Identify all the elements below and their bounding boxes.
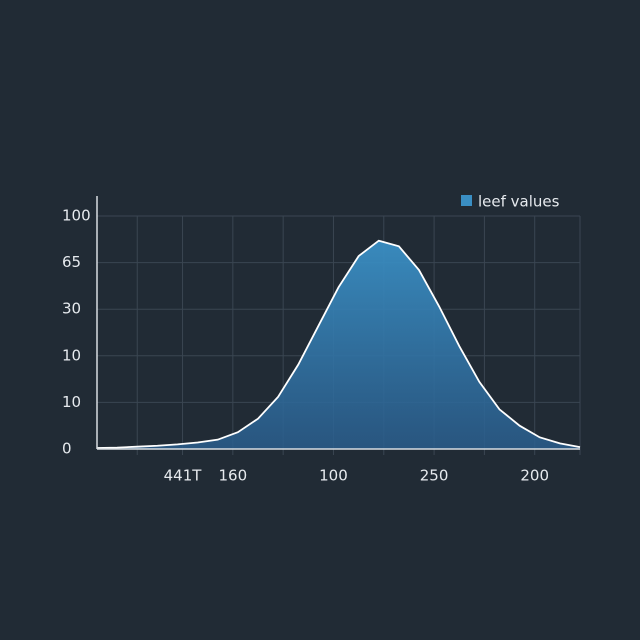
area (97, 240, 580, 449)
y-tick-label: 100 (62, 207, 91, 225)
x-tick-label: 100 (319, 467, 348, 485)
x-tick-label: 250 (420, 467, 449, 485)
legend-label: leef values (478, 193, 560, 211)
y-tick-label: 30 (62, 300, 81, 318)
x-tick-label: 441T (164, 467, 203, 485)
x-tick-label: 160 (219, 467, 248, 485)
y-tick-label: 10 (62, 393, 81, 411)
y-tick-label: 0 (62, 440, 72, 458)
y-tick-label: 10 (62, 346, 81, 364)
line (96, 239, 581, 449)
x-tick-label: 200 (520, 467, 549, 485)
legend-swatch (461, 195, 472, 206)
y-tick-label: 65 (62, 253, 81, 271)
